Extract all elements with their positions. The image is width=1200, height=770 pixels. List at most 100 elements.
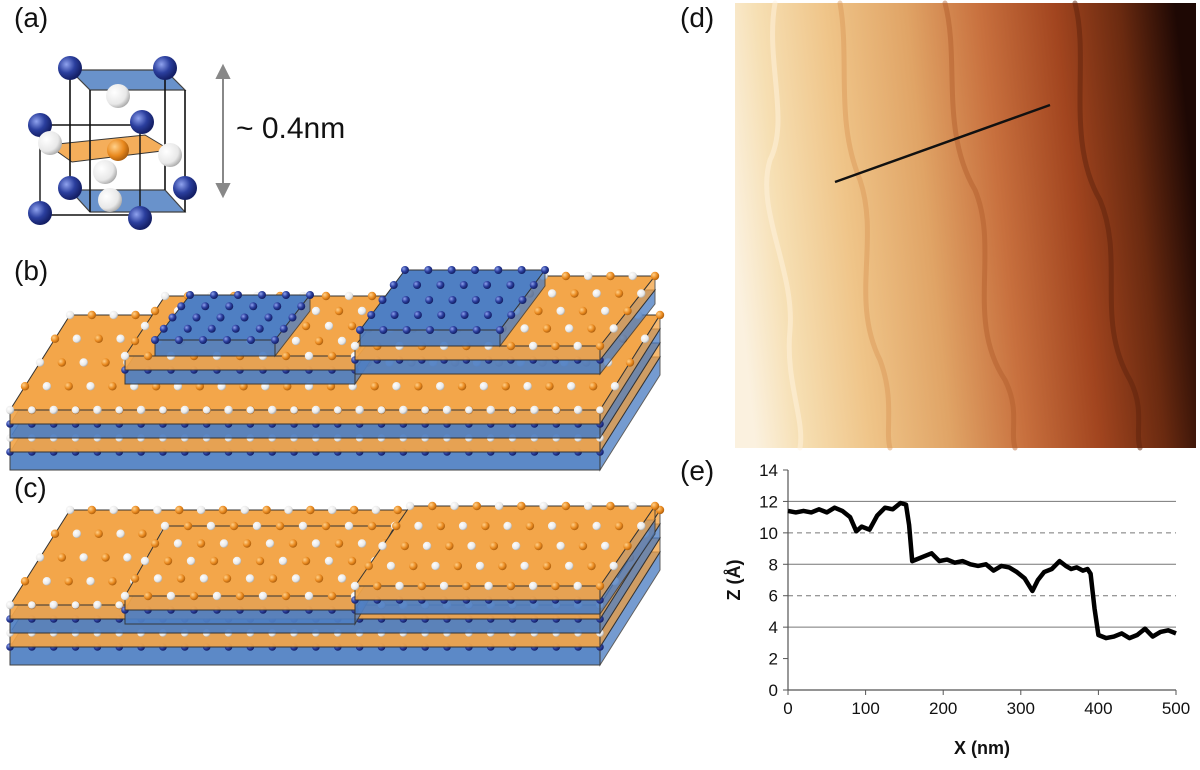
- white-atom: [328, 505, 337, 515]
- orange-atom: [20, 382, 30, 391]
- panel-label-c: (c): [14, 472, 47, 503]
- white-atom: [304, 351, 314, 361]
- orange-atom: [87, 505, 97, 515]
- blue-atom: [448, 296, 457, 304]
- white-atom: [344, 521, 354, 531]
- orange-atom: [255, 556, 265, 566]
- unit-cell-white-atom: [158, 143, 182, 167]
- orange-atom: [392, 521, 401, 531]
- orange-atom: [551, 341, 560, 351]
- orange-atom: [163, 556, 173, 566]
- unit-cell-height-label: ~ 0.4nm: [236, 112, 346, 145]
- orange-atom: [506, 341, 516, 351]
- white-atom: [609, 561, 618, 571]
- unit-cell-blue-atom: [130, 110, 154, 134]
- y-tick-label: 12: [759, 492, 778, 511]
- white-atom: [284, 505, 293, 515]
- white-atom: [386, 561, 396, 571]
- white-atom: [6, 601, 14, 609]
- blue-atom: [436, 281, 445, 289]
- white-atom: [232, 556, 242, 566]
- white-atom: [252, 521, 262, 531]
- white-atom: [120, 351, 130, 361]
- white-atom: [72, 529, 82, 538]
- blue-atom: [367, 311, 376, 319]
- orange-atom: [370, 382, 379, 391]
- orange-atom: [364, 561, 373, 571]
- y-axis-label: Z (Å): [724, 560, 744, 601]
- afm-image-background: [735, 3, 1196, 448]
- blue-atom: [402, 326, 411, 334]
- white-atom: [547, 289, 557, 298]
- unit-cell-blue-atom: [153, 56, 177, 80]
- orange-atom: [349, 505, 359, 515]
- orange-atom: [150, 306, 160, 316]
- terrace-step-edge: [942, 0, 1018, 451]
- white-atom: [439, 581, 449, 591]
- unit-cell-white-atom: [38, 131, 62, 155]
- orange-atom: [176, 574, 186, 583]
- afm-topography-image: [735, 0, 1196, 451]
- orange-atom: [445, 541, 454, 551]
- unit-cell-white-atom: [106, 84, 130, 108]
- orange-atom: [525, 521, 535, 531]
- white-atom: [219, 539, 229, 548]
- orange-atom: [655, 310, 665, 320]
- y-tick-label: 4: [769, 618, 778, 637]
- blue-atom: [495, 296, 504, 304]
- orange-atom: [400, 541, 409, 551]
- white-atom: [160, 521, 170, 531]
- white-atom: [378, 541, 387, 551]
- orange-atom: [301, 556, 311, 566]
- white-atom: [224, 406, 233, 414]
- blue-atom: [216, 313, 225, 322]
- blue-atom: [192, 313, 201, 322]
- orange-atom: [94, 334, 103, 343]
- orange-atom: [588, 382, 598, 391]
- blue-atom: [177, 302, 186, 311]
- white-atom: [160, 291, 170, 301]
- orange-atom: [517, 501, 526, 511]
- orange-atom: [587, 561, 596, 571]
- white-atom: [290, 406, 298, 414]
- white-atom: [71, 406, 80, 414]
- blue-atom: [483, 311, 492, 319]
- white-atom: [258, 591, 268, 601]
- blue-atom: [356, 326, 364, 334]
- unit-cell-white-atom: [93, 160, 117, 184]
- orange-atom: [334, 539, 344, 548]
- orange-atom: [138, 529, 147, 538]
- orange-atom: [222, 574, 232, 583]
- terrace-layer-front: [354, 359, 601, 375]
- orange-atom: [481, 521, 490, 531]
- white-atom: [72, 334, 82, 343]
- blue-atom: [449, 326, 458, 334]
- white-atom: [405, 501, 415, 511]
- white-atom: [592, 289, 601, 298]
- orange-atom: [235, 591, 245, 601]
- panel-label-d: (d): [680, 2, 715, 33]
- white-atom: [28, 406, 36, 414]
- orange-atom: [94, 529, 103, 538]
- blue-atom: [271, 336, 279, 344]
- blue-atom: [288, 313, 297, 322]
- orange-atom: [409, 561, 418, 571]
- orange-atom: [108, 577, 117, 586]
- white-atom: [65, 310, 75, 320]
- unit-cell-illustration: [28, 56, 231, 230]
- orange-atom: [288, 539, 298, 548]
- blue-atom: [255, 324, 264, 333]
- terrace-step-edge: [837, 0, 893, 451]
- white-atom: [116, 529, 125, 538]
- x-tick-label: 300: [1007, 699, 1035, 718]
- orange-atom: [314, 574, 324, 583]
- blue-atom: [240, 313, 249, 322]
- orange-atom: [414, 382, 423, 391]
- white-atom: [79, 358, 88, 367]
- orange-atom: [578, 541, 588, 551]
- panel-label-e: (e): [680, 455, 715, 486]
- white-atom: [86, 577, 95, 586]
- orange-atom: [209, 556, 219, 566]
- white-atom: [246, 406, 255, 414]
